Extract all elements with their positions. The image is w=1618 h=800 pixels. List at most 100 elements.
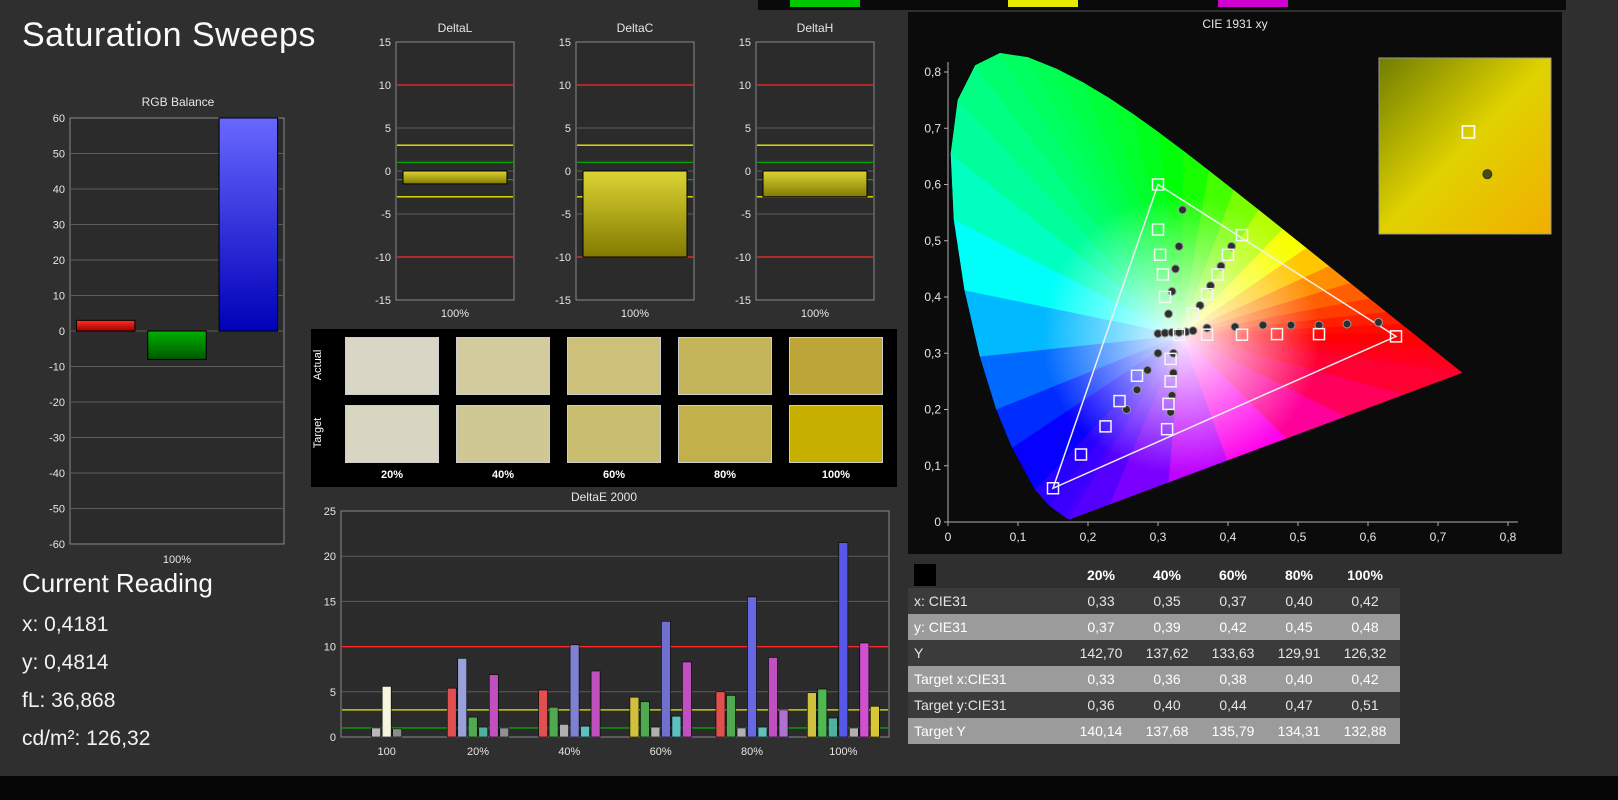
deltae-bar	[371, 727, 381, 738]
swatch-target-80%	[678, 405, 772, 463]
cie-1931-plot: 0 0 0,1 0,1 0,2 0,2 0,3 0,3 0,4 0,4 0,5 0,5 0,6 0,6 0,…	[908, 32, 1562, 559]
svg-text:0,8: 0,8	[1500, 530, 1517, 544]
current-reading-heading: Current Reading	[22, 568, 213, 598]
deltae-bar	[778, 709, 789, 738]
svg-text:-15: -15	[375, 295, 391, 307]
current-reading: Current Reading x: 0,4181 y: 0,4814 fL: 36…	[22, 568, 213, 765]
svg-text:100%: 100%	[829, 746, 857, 758]
rgb_balance-bar-green	[147, 330, 207, 360]
svg-text:0,1: 0,1	[1010, 530, 1027, 544]
svg-text:0,3: 0,3	[924, 346, 941, 360]
deltae-bar	[467, 716, 478, 738]
cie-zoom-inset	[1378, 57, 1552, 235]
table-cell: 137,62	[1145, 645, 1189, 661]
deltae-bar	[870, 705, 880, 738]
rgb-balance-plot: -60 -50 -40 -30 -20 -10 0 10 20 30 40 50 60 100%	[36, 110, 292, 575]
deltae-bar	[590, 670, 601, 738]
svg-text:100%: 100%	[163, 554, 191, 566]
table-cell: 0,33	[1087, 593, 1115, 609]
svg-text:100%: 100%	[441, 308, 469, 320]
svg-text:0,5: 0,5	[1290, 530, 1307, 544]
deltae-bar	[478, 726, 489, 738]
svg-text:0,4: 0,4	[924, 290, 941, 304]
table-cell: 0,36	[1087, 697, 1115, 713]
delta_l-svg: -15 -10 -5 0 5 10 15 100%	[375, 37, 515, 320]
table-row-label: Target x:CIE31	[914, 671, 1007, 687]
gamut-triangle	[1051, 183, 1398, 490]
table-cell: 0,51	[1351, 697, 1379, 713]
delta_c-svg: -15 -10 -5 0 5 10 15 100%	[555, 37, 695, 320]
svg-text:-5: -5	[561, 209, 571, 221]
rgb_balance-bar-blue	[218, 117, 279, 332]
svg-text:0,2: 0,2	[924, 403, 941, 417]
svg-text:10: 10	[53, 291, 65, 303]
table-cell: 0,45	[1285, 619, 1313, 635]
delta-e-2000-title: DeltaE 2000	[570, 490, 638, 504]
target-points	[1046, 178, 1403, 495]
table-cell: 132,88	[1343, 723, 1387, 739]
svg-text:80%: 80%	[741, 746, 763, 758]
bottom-taskbar-strip	[0, 776, 1618, 800]
table-row: Y 142,70 137,62 133,63 129,91 126,32	[908, 640, 1400, 666]
cie-1931-title: CIE 1931 xy	[1202, 17, 1268, 31]
svg-text:0: 0	[385, 166, 391, 178]
swatch-row-label: Actual	[312, 349, 324, 381]
svg-text:-15: -15	[555, 295, 571, 307]
table-cell: 133,63	[1211, 645, 1255, 661]
deltae-bar	[538, 689, 548, 738]
svg-text:60%: 60%	[650, 746, 672, 758]
deltae-bar	[817, 688, 828, 738]
table-cell: 0,48	[1351, 619, 1379, 635]
delta-c-plot: -15 -10 -5 0 5 10 15 100%	[542, 36, 702, 329]
svg-text:100%: 100%	[621, 308, 649, 320]
delta_l-bar	[402, 170, 508, 185]
svg-text:15: 15	[379, 37, 391, 49]
deltae-bar	[768, 657, 778, 738]
delta-l-chart: DeltaL -15 -10 -5 0 5 10 15 100%	[362, 20, 522, 329]
svg-text:40: 40	[53, 184, 65, 196]
svg-text:0,4: 0,4	[1220, 530, 1237, 544]
table-row-label: y: CIE31	[914, 619, 968, 635]
svg-text:-5: -5	[381, 209, 391, 221]
svg-text:-20: -20	[49, 397, 65, 409]
table-row-label: Target y:CIE31	[914, 697, 1007, 713]
deltae-bar	[661, 620, 671, 738]
deltae-bar	[559, 724, 569, 738]
table-cell: 0,38	[1219, 671, 1247, 687]
table-cell: 0,33	[1087, 671, 1115, 687]
deltae-bar	[838, 542, 849, 738]
swatch-target-40%	[456, 405, 550, 463]
svg-text:15: 15	[324, 596, 336, 608]
actual-vs-target-swatches: Actual Target 20% 40% 60% 80% 100%	[311, 329, 897, 487]
table-header-cell: 100%	[1347, 567, 1383, 583]
table-corner-icon	[914, 564, 936, 586]
table-row-label: Y	[914, 645, 924, 661]
deltae-bar	[580, 725, 590, 738]
rgb-balance-title: RGB Balance	[141, 95, 215, 109]
table-cell: 140,14	[1079, 723, 1123, 739]
tab-color-segment	[790, 0, 860, 7]
swatch-col-label: 80%	[713, 469, 737, 481]
swatch-col-label: 20%	[380, 469, 404, 481]
top-tab-strip	[758, 0, 1566, 10]
table-cell: 137,68	[1145, 723, 1189, 739]
svg-text:0: 0	[565, 166, 571, 178]
swatch-actual-20%	[345, 337, 439, 395]
deltae-bar	[715, 691, 726, 738]
svg-text:-60: -60	[49, 539, 65, 551]
svg-text:0: 0	[330, 732, 336, 744]
rgb_balance-bar-red	[75, 319, 136, 332]
deltae-bar	[757, 726, 768, 738]
table-cell: 129,91	[1277, 645, 1321, 661]
table-row-label: x: CIE31	[914, 593, 968, 609]
delta-c-chart: DeltaC -15 -10 -5 0 5 10 15 100%	[542, 20, 702, 329]
deltae-bar	[726, 695, 736, 738]
svg-text:30: 30	[53, 220, 65, 232]
delta_h-svg: -15 -10 -5 0 5 10 15 100%	[735, 37, 875, 320]
svg-text:-5: -5	[741, 209, 751, 221]
delta_c-bar	[582, 170, 688, 258]
table-cell: 0,47	[1285, 697, 1313, 713]
current-reading-line: cd/m²: 126,32	[22, 727, 151, 750]
delta-e-2000-chart: DeltaE 2000 0 5 10 15 20 25 100 20% 40% 60% 80% 100…	[311, 489, 897, 768]
tab-color-segment	[1218, 0, 1288, 7]
